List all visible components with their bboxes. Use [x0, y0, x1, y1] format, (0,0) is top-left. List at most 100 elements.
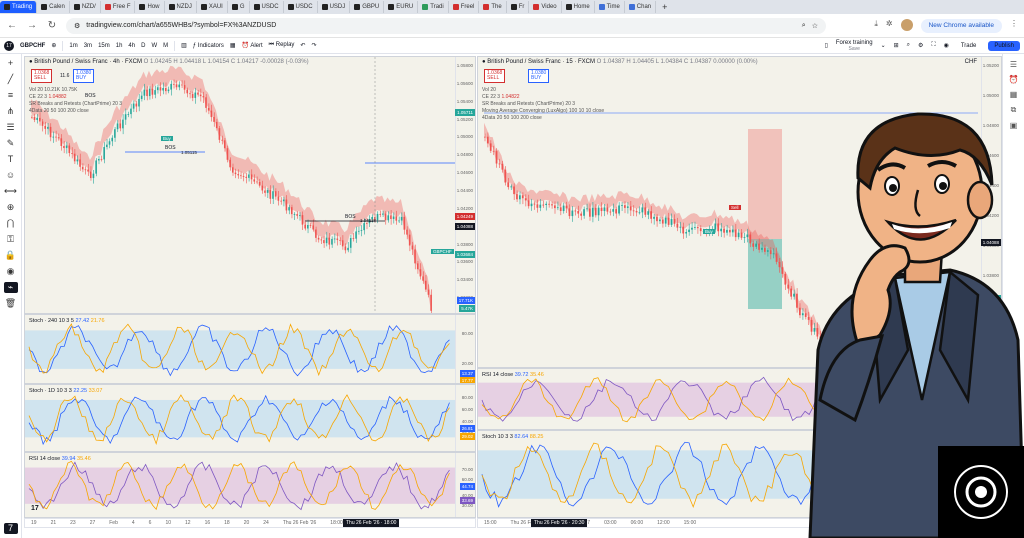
- templates-icon[interactable]: ▦: [229, 43, 236, 49]
- browser-tab[interactable]: The: [479, 1, 507, 13]
- right-ma2-indicator[interactable]: 4Data 20 50 100 200 close: [482, 115, 542, 121]
- right-ce-indicator[interactable]: CE 22 3 1.04822: [482, 94, 520, 100]
- visibility-icon[interactable]: ◉: [6, 266, 15, 276]
- address-bar[interactable]: ⚙ tradingview.com/chart/a655WHBs/?symbol…: [66, 17, 826, 34]
- interval-button[interactable]: W: [151, 42, 158, 49]
- browser-tab[interactable]: USDJ: [318, 1, 351, 13]
- right-sr-indicator[interactable]: SR Breaks and Retests (ChartPrime) 20 3: [482, 101, 576, 107]
- browser-tab[interactable]: USDC: [284, 1, 318, 13]
- left-stoch-1d-pane[interactable]: Stoch · 1D 10 3 3 22.25 33.07 80.00 60.0…: [24, 384, 476, 452]
- chrome-update-button[interactable]: New Chrome available: [920, 18, 1002, 33]
- redo-icon[interactable]: ↷: [311, 43, 317, 49]
- bookmark-star-icon[interactable]: ☆: [811, 22, 818, 30]
- symbol-search[interactable]: GBPCHF: [20, 42, 46, 49]
- browser-tab[interactable]: Time: [595, 1, 625, 13]
- profile-avatar[interactable]: [900, 18, 913, 31]
- site-info-icon[interactable]: ⚙: [74, 22, 81, 30]
- tradingview-logo-icon[interactable]: 17: [4, 40, 14, 51]
- trade-button[interactable]: Trade: [960, 42, 977, 49]
- browser-tab[interactable]: Trading: [0, 1, 38, 13]
- left-sell-box[interactable]: 1.0368 SELL: [31, 69, 53, 83]
- zoom-icon[interactable]: ⌕: [801, 21, 806, 29]
- forward-icon[interactable]: →: [27, 20, 37, 31]
- alerts-icon[interactable]: ⏰: [1008, 75, 1019, 84]
- left-ma-indicator[interactable]: 4Data 20 50 100 200 close: [29, 108, 89, 114]
- browser-tab[interactable]: G: [228, 1, 250, 13]
- pitchfork-icon[interactable]: ⋔: [6, 106, 15, 116]
- undo-icon[interactable]: ↶: [300, 43, 306, 49]
- browser-tab[interactable]: Calen: [37, 1, 70, 13]
- publish-button[interactable]: Publish: [988, 40, 1020, 51]
- menu-icon[interactable]: ⋮: [1010, 18, 1018, 28]
- fib-icon[interactable]: ☰: [6, 122, 15, 132]
- zoom-icon[interactable]: ⊕: [6, 202, 15, 212]
- interval-button[interactable]: 1h: [115, 42, 123, 49]
- browser-tab[interactable]: Home: [562, 1, 595, 13]
- left-candlestick-chart[interactable]: [25, 57, 476, 314]
- hotlists-icon[interactable]: ⧉: [1010, 105, 1017, 114]
- left-buy-box[interactable]: 1.0380 BUY: [73, 69, 95, 83]
- horizontal-lines-icon[interactable]: ≡: [7, 90, 14, 100]
- browser-tab[interactable]: NZD/: [70, 1, 101, 13]
- trash-icon[interactable]: 🗑: [4, 298, 17, 308]
- browser-tab[interactable]: USDC: [250, 1, 284, 13]
- browser-tab[interactable]: How: [135, 1, 165, 13]
- back-icon[interactable]: ←: [7, 20, 17, 31]
- text-icon[interactable]: T: [7, 154, 14, 164]
- fullscreen-icon[interactable]: ⛶: [931, 42, 936, 48]
- link-icon[interactable]: ⌁: [3, 282, 18, 293]
- data-window-icon[interactable]: ▦: [1009, 90, 1018, 99]
- replay-button[interactable]: ⏮ Replay: [268, 42, 295, 48]
- right-chart-main-pane[interactable]: ● British Pound / Swiss Franc · 15 · FXC…: [477, 56, 1002, 368]
- browser-tab[interactable]: Chan: [625, 1, 657, 13]
- left-rsi-pane[interactable]: RSI 14 close 39.94 35.46 70.00 60.00 40.…: [24, 452, 476, 518]
- left-chart-main-pane[interactable]: ● British Pound / Swiss Franc · 4h · FXC…: [24, 56, 476, 314]
- left-ce-indicator[interactable]: CE 22 3 1.04882: [29, 94, 67, 100]
- browser-tab[interactable]: Freel: [449, 1, 480, 13]
- browser-tab[interactable]: Tradi: [418, 1, 449, 13]
- measure-icon[interactable]: ⟷: [4, 186, 17, 196]
- left-stoch-1d-axis[interactable]: 80.00 60.00 40.00 20.00: [455, 385, 475, 451]
- interval-button[interactable]: 3m: [83, 42, 93, 49]
- crosshair-icon[interactable]: +: [7, 58, 14, 68]
- right-buy-box[interactable]: 1.0380 BUY: [528, 69, 550, 83]
- interval-button[interactable]: 4h: [128, 42, 136, 49]
- browser-tab[interactable]: Video: [529, 1, 562, 13]
- download-icon[interactable]: ⤓: [874, 18, 878, 28]
- browser-tab[interactable]: EURU: [384, 1, 419, 13]
- left-volume-indicator[interactable]: Vol 20 10.21K 10.75K: [29, 87, 78, 93]
- browser-tab[interactable]: Fr: [507, 1, 530, 13]
- left-time-axis[interactable]: 19 21 23 27 Feb 4 6 10 12 16 18 20 24 Thu 26 Feb '26 1…: [24, 518, 476, 528]
- trend-line-icon[interactable]: ╱: [7, 74, 14, 84]
- right-ma-indicator[interactable]: Moving Average Converging (LuxAlgo) 100 …: [482, 108, 605, 114]
- right-sell-box[interactable]: 1.0368 SELL: [484, 69, 506, 83]
- watchlist-icon[interactable]: ☰: [1009, 60, 1018, 69]
- browser-tab[interactable]: Free F: [101, 1, 136, 13]
- interval-button[interactable]: D: [141, 42, 146, 49]
- left-stoch-240-axis[interactable]: 80.00 20.00: [455, 315, 475, 383]
- extensions-icon[interactable]: ✲: [885, 18, 893, 28]
- browser-tab[interactable]: XAUI: [197, 1, 228, 13]
- emoji-icon[interactable]: ☺: [5, 170, 16, 180]
- interval-button[interactable]: M: [163, 42, 169, 49]
- layout-name[interactable]: Forex training Save: [836, 40, 873, 52]
- right-currency[interactable]: CHF: [964, 59, 977, 65]
- calendar-icon[interactable]: ▣: [1009, 121, 1018, 130]
- brush-icon[interactable]: ✎: [6, 138, 15, 148]
- browser-tab[interactable]: GBPU: [350, 1, 385, 13]
- new-tab-button[interactable]: +: [662, 2, 668, 12]
- interval-button[interactable]: 15m: [98, 42, 110, 49]
- camera-icon[interactable]: ◉: [943, 43, 949, 49]
- magnet-icon[interactable]: ⋂: [6, 218, 15, 228]
- alert-button[interactable]: ⏰ Alert: [241, 43, 263, 49]
- settings-icon[interactable]: ⚙: [918, 43, 924, 49]
- lock-drawings-icon[interactable]: 🔒: [4, 250, 17, 260]
- left-sr-indicator[interactable]: SR Breaks and Retests (ChartPrime) 20 3: [29, 101, 123, 107]
- left-price-axis[interactable]: 1.05800 1.05600 1.05400 1.05200 1.05000 1.048…: [455, 57, 475, 313]
- layout-chevron-icon[interactable]: ⌄: [880, 43, 886, 49]
- layout-icon[interactable]: ▯: [824, 43, 828, 49]
- left-stoch-240-pane[interactable]: Stoch · 240 10 3 5 27.42 21.76 80.00 20.…: [24, 314, 476, 384]
- lock-icon[interactable]: ⚿: [7, 234, 14, 244]
- indicators-button[interactable]: ƒ Indicators: [192, 42, 224, 49]
- chart-type-icon[interactable]: ▥: [181, 43, 187, 49]
